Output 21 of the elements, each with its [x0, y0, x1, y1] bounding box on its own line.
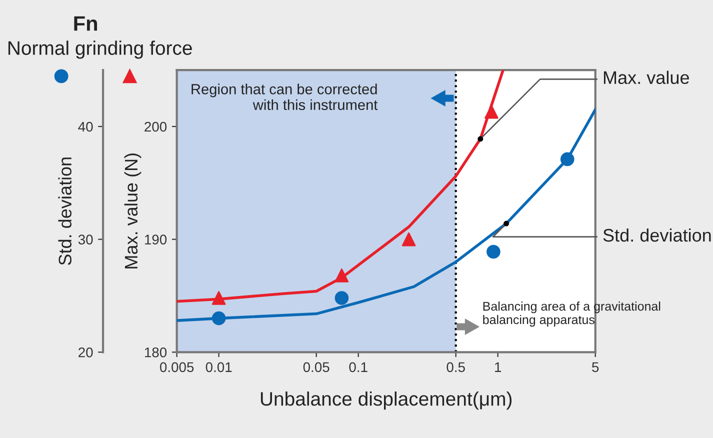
x-tick-label: 0.01 — [206, 362, 232, 372]
x-tick-label: 1 — [495, 362, 502, 372]
y2-axis-title: Std. deviation — [58, 158, 72, 265]
y-tick-label: 180 — [144, 347, 167, 358]
x-tick-label: 0.5 — [446, 362, 465, 372]
y2-tick-label: 40 — [78, 122, 93, 132]
y2-tick-label: 20 — [78, 347, 93, 358]
text: Std. deviation — [603, 228, 711, 242]
x-tick-label: 0.05 — [303, 362, 330, 372]
y-tick-label: 200 — [144, 122, 167, 132]
chart-subtitle: Normal grinding force — [8, 40, 192, 59]
annotation: Region that can be corrected with this instrument — [192, 84, 378, 110]
text: Max. value — [604, 70, 689, 84]
x-tick-label: 0.005 — [160, 362, 194, 372]
y2-tick-label: 30 — [78, 234, 93, 244]
y-tick-label: 190 — [144, 234, 167, 244]
x-tick-label: 5 — [592, 362, 599, 372]
x-axis-title: Unbalance displacement(μm) — [260, 391, 512, 410]
chart-title: Fn — [74, 16, 97, 31]
x-tick-label: 0.1 — [349, 362, 368, 372]
y-axis-title: Max. value (N) — [124, 154, 142, 268]
